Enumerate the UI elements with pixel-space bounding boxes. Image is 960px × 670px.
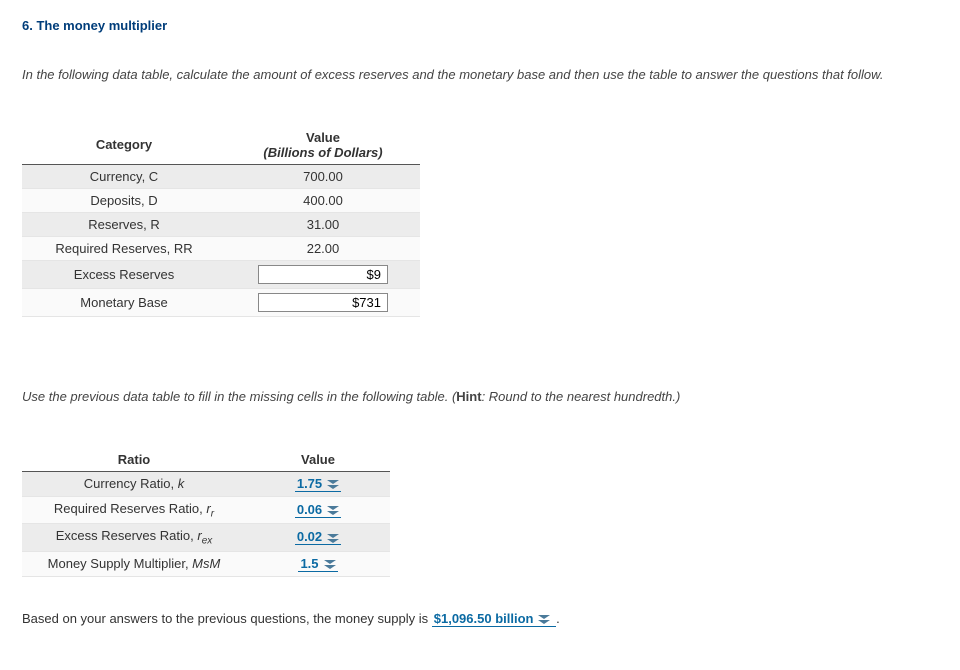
ratio-var: rex bbox=[197, 528, 212, 543]
ratio-label-pre: Excess Reserves Ratio, bbox=[56, 528, 198, 543]
table-row: Monetary Base bbox=[22, 288, 420, 316]
monetary-base-input[interactable] bbox=[258, 293, 388, 312]
dropdown-value: 1.75 bbox=[297, 476, 322, 491]
cell-label: Reserves, R bbox=[22, 212, 226, 236]
hint-label: Hint bbox=[456, 389, 481, 404]
money-multiplier-dropdown[interactable]: 1.5 bbox=[298, 556, 337, 572]
cell-value bbox=[226, 288, 420, 316]
cell-label: Currency, C bbox=[22, 164, 226, 188]
ratio-var: rr bbox=[206, 501, 214, 516]
cell-label: Excess Reserves Ratio, rex bbox=[22, 524, 246, 552]
dropdown-value: $1,096.50 billion bbox=[434, 611, 534, 626]
col-header-ratio: Ratio bbox=[22, 448, 246, 472]
table-row: Excess Reserves bbox=[22, 260, 420, 288]
cell-value: 0.06 bbox=[246, 496, 390, 524]
required-reserves-ratio-dropdown[interactable]: 0.06 bbox=[295, 502, 341, 518]
instruction-text: In the following data table, calculate t… bbox=[22, 65, 938, 86]
dropdown-value: 1.5 bbox=[300, 556, 318, 571]
ratio-var: MsM bbox=[192, 556, 220, 571]
chevron-down-icon bbox=[327, 480, 339, 489]
table-row: Deposits, D 400.00 bbox=[22, 188, 420, 212]
instr2-part-b: : Round to the nearest hundredth.) bbox=[482, 389, 681, 404]
cell-label: Monetary Base bbox=[22, 288, 226, 316]
cell-value: 400.00 bbox=[226, 188, 420, 212]
cell-value: 1.5 bbox=[246, 551, 390, 576]
final-text-a: Based on your answers to the previous qu… bbox=[22, 611, 428, 626]
col-header-value: Value (Billions of Dollars) bbox=[226, 126, 420, 165]
cell-label: Money Supply Multiplier, MsM bbox=[22, 551, 246, 576]
final-text-b: . bbox=[556, 611, 560, 626]
currency-ratio-dropdown[interactable]: 1.75 bbox=[295, 476, 341, 492]
money-supply-dropdown[interactable]: $1,096.50 billion bbox=[432, 611, 556, 627]
cell-value: 31.00 bbox=[226, 212, 420, 236]
instr2-part-a: Use the previous data table to fill in t… bbox=[22, 389, 456, 404]
table-row: Money Supply Multiplier, MsM 1.5 bbox=[22, 551, 390, 576]
cell-value: 1.75 bbox=[246, 471, 390, 496]
question-heading: 6. The money multiplier bbox=[22, 18, 938, 33]
col-header-category: Category bbox=[22, 126, 226, 165]
instruction-text-2: Use the previous data table to fill in t… bbox=[22, 387, 938, 408]
table-row: Reserves, R 31.00 bbox=[22, 212, 420, 236]
col-header-value2: Value bbox=[246, 448, 390, 472]
table-row: Currency, C 700.00 bbox=[22, 164, 420, 188]
table-row: Currency Ratio, k 1.75 bbox=[22, 471, 390, 496]
dropdown-value: 0.02 bbox=[297, 529, 322, 544]
cell-label: Required Reserves Ratio, rr bbox=[22, 496, 246, 524]
table-row: Excess Reserves Ratio, rex 0.02 bbox=[22, 524, 390, 552]
data-table-2: Ratio Value Currency Ratio, k 1.75 Requi… bbox=[22, 448, 390, 577]
value-header-line1: Value bbox=[238, 130, 408, 145]
chevron-down-icon bbox=[327, 506, 339, 515]
excess-reserves-ratio-dropdown[interactable]: 0.02 bbox=[295, 529, 341, 545]
data-table-1: Category Value (Billions of Dollars) Cur… bbox=[22, 126, 420, 317]
cell-label: Required Reserves, RR bbox=[22, 236, 226, 260]
ratio-label-pre: Required Reserves Ratio, bbox=[54, 501, 206, 516]
cell-value: 22.00 bbox=[226, 236, 420, 260]
chevron-down-icon bbox=[324, 560, 336, 569]
cell-label: Deposits, D bbox=[22, 188, 226, 212]
cell-label: Currency Ratio, k bbox=[22, 471, 246, 496]
cell-value bbox=[226, 260, 420, 288]
ratio-label-pre: Currency Ratio, bbox=[84, 476, 178, 491]
cell-value: 0.02 bbox=[246, 524, 390, 552]
cell-value: 700.00 bbox=[226, 164, 420, 188]
final-sentence: Based on your answers to the previous qu… bbox=[22, 609, 938, 630]
value-header-line2: (Billions of Dollars) bbox=[238, 145, 408, 160]
excess-reserves-input[interactable] bbox=[258, 265, 388, 284]
ratio-label-pre: Money Supply Multiplier, bbox=[48, 556, 193, 571]
ratio-var: k bbox=[178, 476, 185, 491]
chevron-down-icon bbox=[327, 534, 339, 543]
chevron-down-icon bbox=[538, 615, 550, 624]
cell-label: Excess Reserves bbox=[22, 260, 226, 288]
dropdown-value: 0.06 bbox=[297, 502, 322, 517]
table-row: Required Reserves Ratio, rr 0.06 bbox=[22, 496, 390, 524]
table-row: Required Reserves, RR 22.00 bbox=[22, 236, 420, 260]
